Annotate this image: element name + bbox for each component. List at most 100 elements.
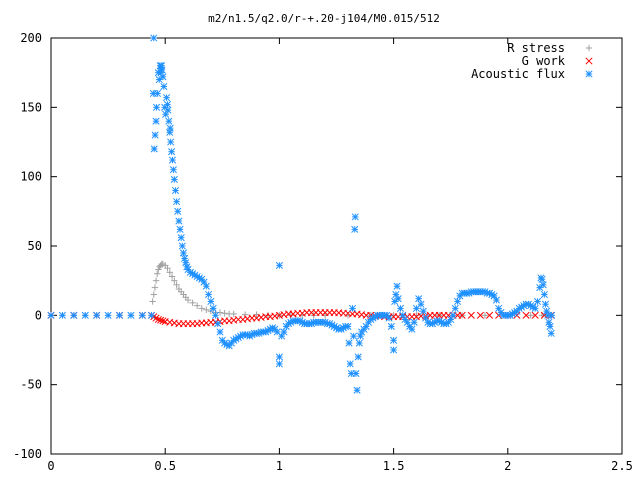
marker-stroke bbox=[495, 304, 503, 312]
marker-stroke bbox=[127, 311, 135, 319]
data-point bbox=[193, 302, 201, 309]
data-point bbox=[164, 264, 171, 272]
data-point bbox=[546, 322, 554, 330]
marker-stroke bbox=[47, 311, 55, 319]
marker-stroke bbox=[202, 282, 210, 290]
data-point bbox=[419, 307, 427, 315]
marker-stroke bbox=[541, 300, 550, 308]
data-point bbox=[47, 311, 55, 319]
data-point bbox=[385, 314, 393, 322]
axes: 0 0.5 1 1.5 2 2.5 -100 -50 0 50 100 150 200 bbox=[13, 31, 633, 473]
marker-stroke bbox=[181, 254, 189, 263]
data-point bbox=[166, 124, 174, 132]
marker-stroke bbox=[158, 66, 166, 74]
marker-stroke bbox=[173, 198, 181, 206]
marker-stroke bbox=[387, 322, 395, 330]
y-tick-label: -100 bbox=[13, 447, 42, 461]
marker-stroke bbox=[243, 315, 251, 323]
data-point bbox=[350, 332, 358, 340]
legend-label: R stress bbox=[507, 41, 565, 55]
data-point bbox=[287, 312, 295, 319]
x-tick-label: 1.5 bbox=[383, 459, 405, 473]
series-acoustic-flux bbox=[47, 34, 556, 394]
y-tick-label: 50 bbox=[28, 239, 42, 253]
data-point bbox=[154, 270, 161, 277]
marker-stroke bbox=[152, 117, 160, 125]
marker-stroke bbox=[354, 353, 362, 361]
marker-stroke bbox=[214, 320, 222, 328]
data-point bbox=[163, 94, 171, 102]
marker-stroke bbox=[417, 300, 425, 308]
marker-stroke bbox=[166, 124, 174, 132]
data-point bbox=[492, 296, 500, 304]
marker-stroke bbox=[200, 278, 208, 286]
marker-stroke bbox=[527, 302, 535, 310]
data-point bbox=[543, 307, 551, 315]
data-point bbox=[410, 318, 418, 326]
marker-stroke bbox=[280, 328, 288, 336]
legend-item: G work bbox=[522, 54, 593, 68]
marker-stroke bbox=[546, 322, 554, 330]
data-point bbox=[451, 304, 459, 312]
marker-stroke bbox=[223, 340, 231, 349]
data-point bbox=[221, 310, 228, 317]
marker-stroke bbox=[352, 370, 360, 378]
data-point bbox=[458, 311, 466, 319]
data-point bbox=[449, 311, 457, 319]
data-point bbox=[178, 242, 186, 250]
marker-stroke bbox=[350, 332, 358, 340]
marker-stroke bbox=[186, 268, 194, 276]
data-point bbox=[393, 282, 401, 290]
marker-stroke bbox=[531, 304, 539, 312]
marker-stroke bbox=[221, 339, 229, 347]
legend-marker bbox=[585, 70, 593, 78]
marker-stroke bbox=[351, 213, 359, 221]
marker-stroke bbox=[209, 304, 217, 312]
marker-stroke bbox=[548, 311, 556, 319]
marker-stroke bbox=[182, 259, 190, 267]
data-point bbox=[356, 332, 365, 340]
data-point bbox=[485, 311, 494, 319]
data-point bbox=[182, 259, 190, 267]
data-point bbox=[171, 277, 178, 284]
data-point bbox=[147, 311, 156, 319]
marker-stroke bbox=[275, 360, 283, 368]
marker-stroke bbox=[70, 311, 78, 319]
marker-stroke bbox=[585, 70, 593, 78]
marker-stroke bbox=[326, 320, 334, 328]
marker-stroke bbox=[81, 311, 89, 319]
marker-stroke bbox=[165, 117, 173, 125]
marker-stroke bbox=[191, 271, 199, 279]
data-point bbox=[168, 148, 176, 156]
marker-stroke bbox=[392, 290, 400, 299]
legend-item: R stress bbox=[507, 41, 593, 55]
marker-stroke bbox=[163, 101, 172, 109]
marker-stroke bbox=[453, 297, 462, 306]
data-point bbox=[58, 311, 66, 319]
marker-stroke bbox=[159, 73, 167, 81]
data-point bbox=[184, 296, 192, 304]
y-tick-label: 0 bbox=[35, 308, 42, 322]
data-point bbox=[548, 311, 556, 319]
data-point bbox=[417, 300, 425, 308]
marker-stroke bbox=[351, 225, 359, 233]
data-point bbox=[170, 175, 178, 183]
y-tick-label: 150 bbox=[20, 100, 42, 114]
data-point bbox=[104, 311, 112, 319]
marker-stroke bbox=[280, 311, 288, 319]
data-point bbox=[127, 311, 135, 319]
data-point bbox=[165, 117, 173, 125]
marker-stroke bbox=[179, 249, 188, 257]
marker-stroke bbox=[183, 263, 191, 271]
data-point bbox=[541, 300, 550, 308]
y-tick-label: -50 bbox=[20, 378, 42, 392]
marker-stroke bbox=[138, 311, 146, 319]
marker-stroke bbox=[524, 300, 532, 308]
data-point bbox=[547, 329, 555, 337]
marker-stroke bbox=[275, 261, 283, 269]
data-point bbox=[531, 311, 539, 319]
data-point bbox=[214, 320, 222, 328]
marker-stroke bbox=[275, 311, 283, 319]
data-point bbox=[167, 138, 175, 146]
